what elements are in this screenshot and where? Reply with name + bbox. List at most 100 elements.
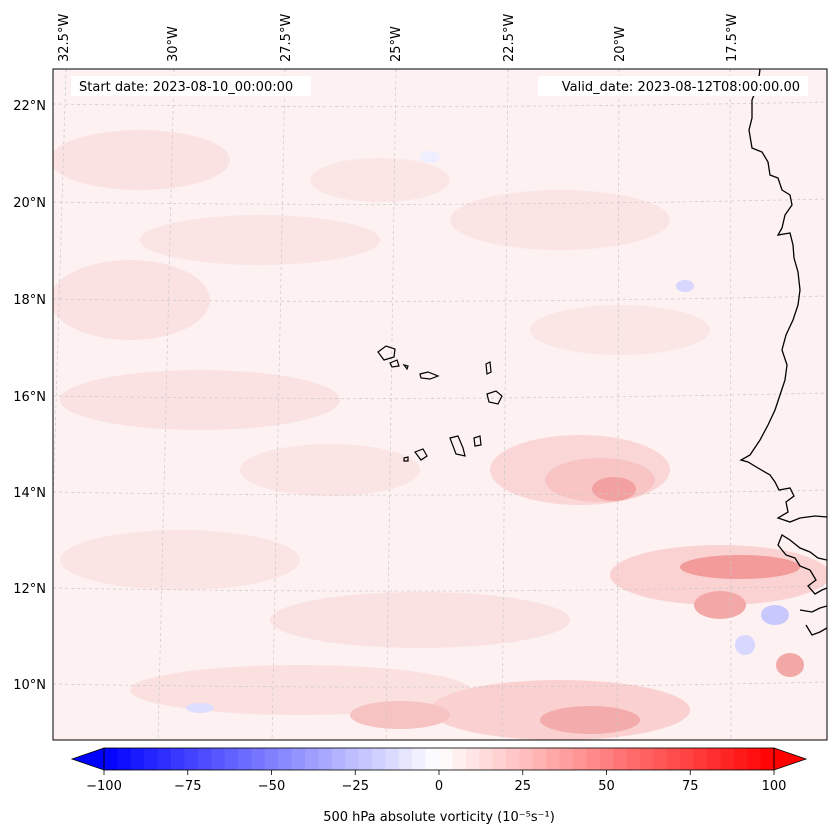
- colorbar-segment: [693, 748, 708, 770]
- colorbar-segment: [546, 748, 560, 770]
- background-band: [450, 190, 670, 250]
- colorbar-segment: [385, 748, 400, 770]
- colorbar-segment: [318, 748, 333, 770]
- colorbar-segment: [144, 748, 158, 770]
- colorbar-segment: [720, 748, 735, 770]
- lat-label: 22°N: [13, 99, 46, 114]
- lat-label: 18°N: [13, 293, 46, 308]
- lon-label: 30°W: [166, 26, 181, 62]
- negative-contour: [186, 703, 214, 713]
- vortex-contour: [694, 591, 746, 619]
- island-maio: [473, 435, 482, 447]
- background-band: [140, 215, 380, 265]
- colorbar-label: 500 hPa absolute vorticity (10⁻⁵s⁻¹): [323, 810, 555, 825]
- band-core: [680, 555, 800, 579]
- colorbar-extend-low: [70, 747, 105, 771]
- colorbar-extend-high: [773, 747, 808, 771]
- map-panel: Start date: 2023-08-10_00:00:00 Valid_da…: [52, 68, 828, 741]
- valid-date-box: [538, 76, 808, 96]
- lon-gridline: [616, 69, 620, 740]
- lat-gridline: [53, 101, 827, 107]
- colorbar-segment: [305, 748, 319, 770]
- island-santa-luzia: [402, 364, 409, 371]
- colorbar-segment: [506, 748, 520, 770]
- island-sao-nicolau: [419, 371, 440, 380]
- colorbar-segment: [331, 748, 346, 770]
- colorbar-segment: [586, 748, 601, 770]
- colorbar-segment: [532, 748, 547, 770]
- colorbar-segment: [184, 748, 199, 770]
- lat-label: 10°N: [13, 678, 46, 693]
- lat-gridline: [53, 489, 827, 496]
- colorbar-segment: [599, 748, 614, 770]
- colorbar-tick-label: 0: [435, 779, 443, 794]
- colorbar-tick-label: 50: [598, 779, 615, 794]
- lat-gridline: [53, 681, 827, 688]
- band-contour: [350, 701, 450, 729]
- colorbar-segments: [104, 748, 775, 770]
- negative-contour: [420, 151, 440, 163]
- lat-label: 16°N: [13, 390, 46, 405]
- africa-coastline: [777, 534, 827, 595]
- background-band: [310, 158, 450, 202]
- lon-label: 32.5°W: [57, 14, 72, 62]
- colorbar-segment: [224, 748, 239, 770]
- lon-labels: 32.5°W 30°W 27.5°W 25°W 22.5°W 20°W 17.5…: [57, 14, 740, 62]
- lon-gridline: [157, 69, 175, 740]
- colorbar-segment: [613, 748, 627, 770]
- background-band: [530, 305, 710, 355]
- colorbar-segment: [104, 748, 118, 770]
- background-band: [60, 530, 300, 590]
- lat-label: 20°N: [13, 196, 46, 211]
- lat-label: 12°N: [13, 582, 46, 597]
- colorbar-segment: [425, 748, 440, 770]
- colorbar-tick-label: −75: [174, 779, 201, 794]
- island-sao-vicente: [389, 359, 400, 368]
- africa-coastline: [739, 69, 827, 523]
- colorbar-tick-label: 75: [682, 779, 699, 794]
- negative-contour: [761, 605, 789, 625]
- lon-label: 27.5°W: [279, 14, 294, 62]
- lat-gridline: [53, 198, 827, 205]
- island-fogo: [414, 448, 428, 461]
- colorbar-segment: [626, 748, 641, 770]
- colorbar-segment: [372, 748, 386, 770]
- colorbar-segment: [640, 748, 654, 770]
- africa-coastline: [799, 605, 827, 613]
- colorbar-segment: [479, 748, 493, 770]
- island-sal: [485, 361, 492, 375]
- colorbar-segment: [666, 748, 681, 770]
- lon-gridline: [271, 69, 286, 740]
- gridlines: [53, 69, 827, 740]
- background-band: [60, 370, 340, 430]
- lat-label: 14°N: [13, 486, 46, 501]
- background-band: [53, 130, 230, 190]
- senegal-coast-band: [610, 545, 827, 605]
- start-date-label: Start date: 2023-08-10_00:00:00: [79, 80, 293, 95]
- colorbar-segment: [653, 748, 668, 770]
- island-santo-antao: [377, 345, 396, 361]
- colorbar-segment: [130, 748, 145, 770]
- colorbar-segment: [398, 748, 413, 770]
- colorbar-segment: [412, 748, 426, 770]
- colorbar-segment: [238, 748, 252, 770]
- negative-contour: [676, 280, 694, 292]
- lon-label: 22.5°W: [502, 14, 517, 62]
- colorbar-segment: [197, 748, 212, 770]
- lon-label: 25°W: [389, 26, 404, 62]
- island-santiago: [449, 435, 466, 457]
- colorbar-segment: [707, 748, 721, 770]
- colorbar-segment: [278, 748, 292, 770]
- colorbar-tick-label: −100: [86, 779, 122, 794]
- guinea-coast-vortex: [694, 591, 804, 677]
- colorbar-segment: [465, 748, 480, 770]
- vortex-core: [592, 477, 636, 501]
- lon-label: 20°W: [613, 26, 628, 62]
- colorbar-segment: [171, 748, 185, 770]
- colorbar-segment: [733, 748, 748, 770]
- lon-label: 17.5°W: [725, 14, 740, 62]
- colorbar-segment: [251, 748, 266, 770]
- vortex-contour: [776, 653, 804, 677]
- island-boa-vista: [486, 390, 503, 405]
